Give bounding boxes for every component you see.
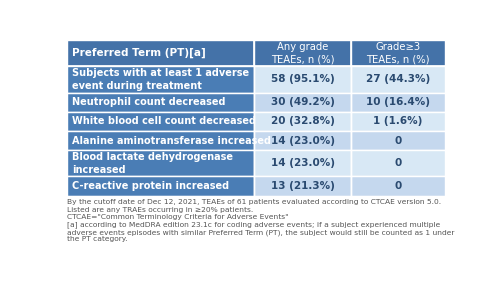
Text: 0: 0 [394,136,402,146]
Text: Subjects with at least 1 adverse
event during treatment: Subjects with at least 1 adverse event d… [72,68,249,91]
Text: Grade≥3
TEAEs, n (%): Grade≥3 TEAEs, n (%) [366,42,430,64]
Text: 1 (1.6%): 1 (1.6%) [374,117,423,127]
Text: 20 (32.8%): 20 (32.8%) [270,117,334,127]
Text: C-reactive protein increased: C-reactive protein increased [72,181,229,191]
Text: 0: 0 [394,159,402,169]
Text: [a] according to MedDRA edition 23.1c for coding adverse events; if a subject ex: [a] according to MedDRA edition 23.1c fo… [67,222,440,228]
Bar [254,112,351,131]
Text: Alanine aminotransferase increased: Alanine aminotransferase increased [72,136,271,146]
Text: 0: 0 [394,181,402,191]
Text: adverse events episodes with similar Preferred Term (PT), the subject would stil: adverse events episodes with similar Pre… [67,229,454,236]
Text: 13 (21.3%): 13 (21.3%) [270,181,334,191]
Bar [351,112,446,131]
Text: Listed are any TRAEs occurring in ≥20% patients.: Listed are any TRAEs occurring in ≥20% p… [67,207,254,213]
Bar [67,176,254,196]
Bar [351,176,446,196]
Bar [351,131,446,150]
Bar [254,150,351,176]
Bar [254,131,351,150]
Bar [351,92,446,112]
Text: 14 (23.0%): 14 (23.0%) [270,159,334,169]
Text: 27 (44.3%): 27 (44.3%) [366,75,430,85]
Text: Any grade
TEAEs, n (%): Any grade TEAEs, n (%) [271,42,334,64]
Bar [254,66,351,92]
Text: Blood lactate dehydrogenase
increased: Blood lactate dehydrogenase increased [72,152,233,175]
Bar [67,66,254,92]
Bar [67,112,254,131]
Text: 58 (95.1%): 58 (95.1%) [270,75,334,85]
Bar [351,40,446,66]
Bar [67,150,254,176]
Text: 30 (49.2%): 30 (49.2%) [270,97,334,107]
Text: CTCAE="Common Terminology Criteria for Adverse Events": CTCAE="Common Terminology Criteria for A… [67,214,289,220]
Bar [67,131,254,150]
Bar [351,150,446,176]
Text: White blood cell count decreased: White blood cell count decreased [72,117,256,127]
Bar [67,92,254,112]
Text: Preferred Term (PT)[a]: Preferred Term (PT)[a] [72,48,206,58]
Bar [254,176,351,196]
Bar [67,40,254,66]
Bar [254,40,351,66]
Bar [351,66,446,92]
Text: the PT category.: the PT category. [67,236,128,243]
Text: By the cutoff date of Dec 12, 2021, TEAEs of 61 patients evaluated according to : By the cutoff date of Dec 12, 2021, TEAE… [67,199,442,205]
Text: 10 (16.4%): 10 (16.4%) [366,97,430,107]
Text: 14 (23.0%): 14 (23.0%) [270,136,334,146]
Bar [254,92,351,112]
Text: Neutrophil count decreased: Neutrophil count decreased [72,97,226,107]
